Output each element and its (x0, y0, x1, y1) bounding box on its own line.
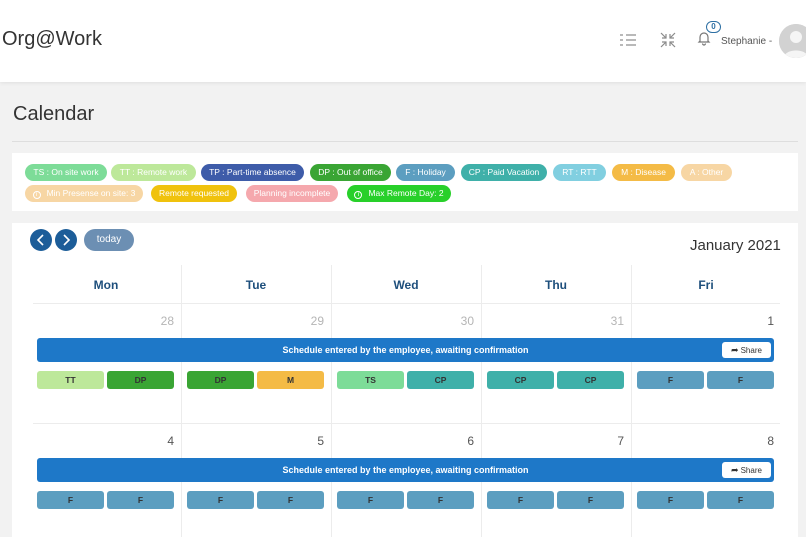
info-icon: i (32, 191, 41, 199)
schedule-slot[interactable]: DP (107, 371, 174, 389)
schedule-slot[interactable]: CP (487, 371, 554, 389)
day-number[interactable]: 8 (767, 434, 774, 448)
indicator-chip: Planning incomplete (246, 185, 338, 202)
indicator-chip: i Max Remote Day: 2 (347, 185, 451, 202)
schedule-slot[interactable]: F (257, 491, 324, 509)
day-number[interactable]: 28 (160, 314, 174, 328)
bell-icon[interactable] (696, 30, 714, 48)
legend-chip: A : Other (681, 164, 732, 181)
row-divider (33, 423, 780, 424)
indicator-chip: i Min Presense on site: 3 (25, 185, 143, 202)
schedule-slot[interactable]: F (707, 371, 774, 389)
schedule-slot[interactable]: DP (187, 371, 254, 389)
schedule-slot[interactable]: CP (557, 371, 624, 389)
schedule-slot[interactable]: TT (37, 371, 104, 389)
day-header-wed: Wed (393, 278, 419, 292)
legend-chip: DP : Out of office (310, 164, 391, 181)
day-header-mon: Mon (93, 278, 119, 292)
share-icon: ➦ (731, 465, 739, 475)
legend-chip: M : Disease (612, 164, 675, 181)
day-header-fri: Fri (698, 278, 714, 292)
day-header-thu: Thu (545, 278, 567, 292)
indicator-label: Min Presense on site: 3 (46, 188, 136, 198)
share-button[interactable]: ➦ Share (722, 462, 771, 478)
schedule-slot[interactable]: F (337, 491, 404, 509)
share-label: Share (740, 346, 762, 355)
day-number[interactable]: 31 (610, 314, 624, 328)
schedule-slot[interactable]: F (187, 491, 254, 509)
legend-chip: TP : Part-time absence (201, 164, 304, 181)
status-banner-text: Schedule entered by the employee, awaiti… (282, 465, 529, 475)
column-divider (181, 265, 182, 537)
day-number[interactable]: 5 (317, 434, 324, 448)
day-number[interactable]: 6 (467, 434, 474, 448)
day-number[interactable]: 30 (460, 314, 474, 328)
indicator-chip: Remote requested (151, 185, 237, 202)
schedule-slot[interactable]: M (257, 371, 324, 389)
indicator-label: Max Remote Day: 2 (368, 188, 444, 198)
schedule-slot[interactable]: F (407, 491, 474, 509)
legend-chip: RT : RTT (553, 164, 606, 181)
day-header-tue: Tue (245, 278, 267, 292)
next-month-button[interactable] (55, 229, 77, 251)
legend-chip: F : Holiday (396, 164, 455, 181)
row-divider (33, 303, 780, 304)
page-title: Calendar (13, 103, 95, 125)
notification-badge: 0 (706, 21, 721, 33)
prev-month-button[interactable] (30, 229, 52, 251)
legend-panel (12, 153, 798, 211)
legend-chip: TT : Remote work (111, 164, 196, 181)
day-number[interactable]: 7 (617, 434, 624, 448)
month-title: January 2021 (690, 237, 781, 254)
day-number[interactable]: 1 (767, 314, 774, 328)
status-banner: Schedule entered by the employee, awaiti… (37, 458, 774, 482)
legend-chip: CP : Paid Vacation (461, 164, 547, 181)
compress-icon[interactable] (658, 30, 678, 50)
chevron-right-icon (63, 234, 71, 246)
status-banner: Schedule entered by the employee, awaiti… (37, 338, 774, 362)
list-icon[interactable] (618, 30, 638, 50)
info-icon: i (354, 191, 363, 199)
indicator-label: Planning incomplete (253, 188, 331, 198)
schedule-slot[interactable]: F (107, 491, 174, 509)
share-button[interactable]: ➦ Share (722, 342, 771, 358)
status-banner-text: Schedule entered by the employee, awaiti… (282, 345, 529, 355)
day-number[interactable]: 29 (310, 314, 324, 328)
day-number[interactable]: 4 (167, 434, 174, 448)
legend-chip: TS : On site work (25, 164, 107, 181)
title-divider (12, 141, 798, 142)
schedule-slot[interactable]: F (707, 491, 774, 509)
schedule-slot[interactable]: F (557, 491, 624, 509)
share-icon: ➦ (731, 345, 739, 355)
app-title: Org@Work (2, 28, 102, 50)
schedule-slot[interactable]: CP (407, 371, 474, 389)
top-bar: Org@Work 0 Stephanie - (0, 0, 806, 82)
schedule-slot[interactable]: F (637, 371, 704, 389)
share-label: Share (740, 466, 762, 475)
column-divider (481, 265, 482, 537)
avatar[interactable] (779, 24, 806, 58)
schedule-slot[interactable]: F (487, 491, 554, 509)
schedule-slot[interactable]: TS (337, 371, 404, 389)
user-menu[interactable]: Stephanie - (721, 36, 773, 47)
schedule-slot[interactable]: F (637, 491, 704, 509)
column-divider (331, 265, 332, 537)
indicator-label: Remote requested (159, 188, 229, 198)
column-divider (631, 265, 632, 537)
chevron-left-icon (36, 234, 44, 246)
today-button[interactable]: today (84, 229, 134, 251)
schedule-slot[interactable]: F (37, 491, 104, 509)
